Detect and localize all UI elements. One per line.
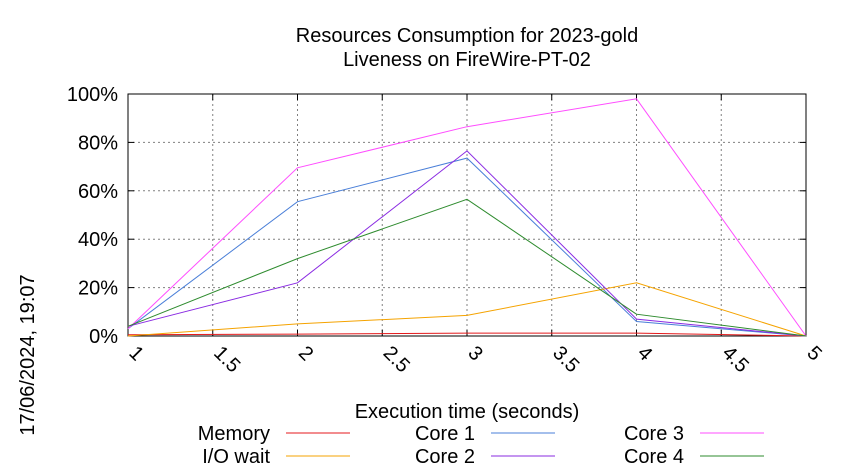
- legend-label: Memory: [198, 423, 270, 445]
- y-tick-label: 80%: [78, 132, 118, 154]
- y-tick-label: 60%: [78, 181, 118, 203]
- x-tick-label: 1.5: [209, 342, 244, 377]
- series-line-memory: [127, 332, 807, 337]
- legend-label: Core 2: [415, 446, 475, 468]
- x-tick-label: 1: [124, 342, 147, 365]
- series-line-core-4: [127, 198, 807, 337]
- chart-title: Resources Consumption for 2023-gold: [296, 25, 638, 47]
- legend-label: Core 3: [624, 423, 684, 445]
- x-axis-label: Execution time (seconds): [355, 401, 580, 423]
- grid: [128, 94, 806, 336]
- series-line-core-1: [127, 157, 807, 337]
- y-tick-label: 40%: [78, 229, 118, 251]
- y-tick-label: 0%: [89, 326, 118, 348]
- y-tick-label: 100%: [67, 84, 118, 106]
- x-tick-label: 4.5: [718, 342, 753, 377]
- series-line-core-2: [127, 150, 807, 337]
- x-tick-label: 4: [633, 342, 656, 365]
- series-line-core-3: [127, 98, 807, 337]
- chart-subtitle: Liveness on FireWire-PT-02: [343, 49, 591, 71]
- legend-label: I/O wait: [202, 446, 270, 468]
- legend: Memory Core 1 Core 3 I/O wait Core 2 Core 4: [198, 423, 764, 468]
- series-line-i-o-wait: [127, 282, 807, 337]
- y-tick-label: 20%: [78, 278, 118, 300]
- legend-label: Core 1: [415, 423, 475, 445]
- timestamp-label: 17/06/2024, 19:07: [17, 274, 39, 435]
- x-tick-label: 3: [463, 342, 486, 365]
- x-tick-label: 5: [802, 342, 825, 365]
- series-lines: [127, 98, 807, 337]
- x-tick-label: 2.5: [379, 342, 414, 377]
- x-tick-label: 2: [294, 342, 317, 365]
- x-tick-label: 3.5: [548, 342, 583, 377]
- legend-label: Core 4: [624, 446, 684, 468]
